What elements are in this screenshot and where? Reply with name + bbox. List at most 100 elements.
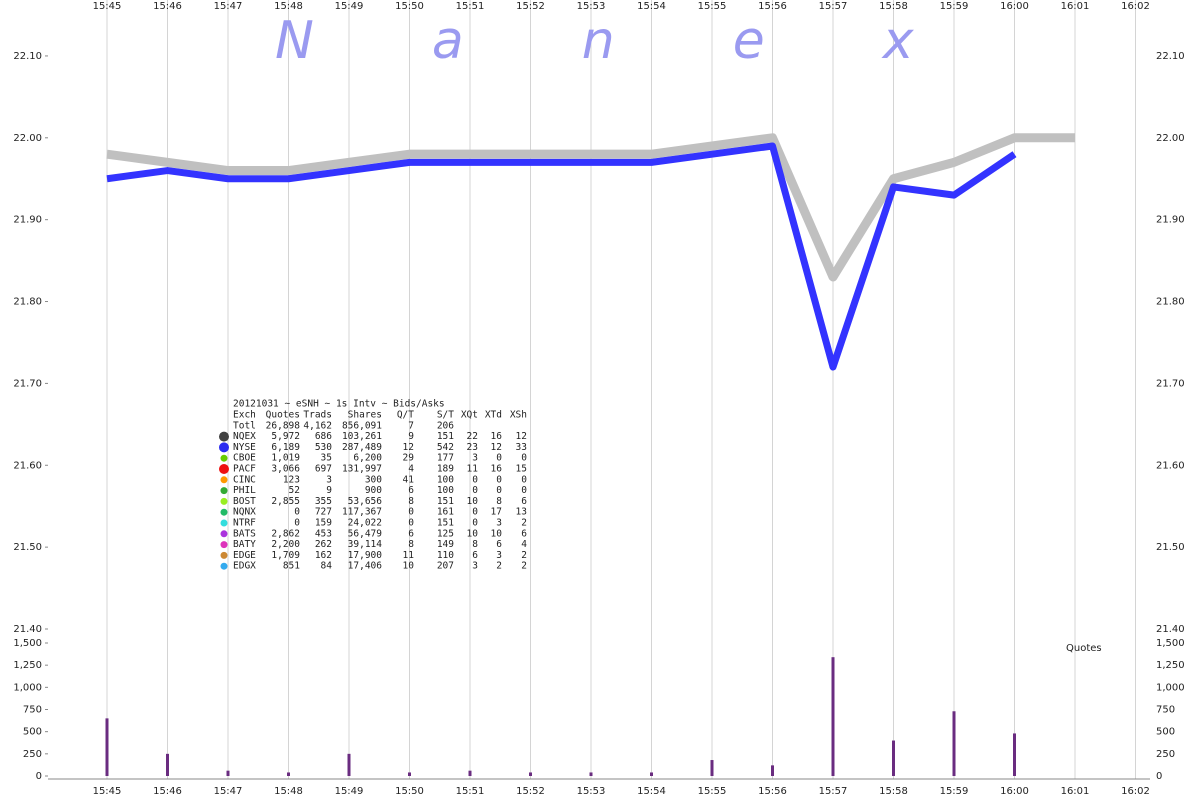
table-cell: BATS	[233, 528, 256, 539]
y-tick-label: 1,500	[1156, 638, 1185, 649]
volume-bar	[831, 657, 835, 776]
table-cell: 8	[408, 496, 414, 507]
table-cell: 0	[408, 518, 414, 529]
table-cell: 0	[496, 474, 502, 485]
x-tick-label: 16:02	[1121, 1, 1150, 12]
table-cell: 161	[437, 507, 454, 518]
y-tick-label: 0	[36, 771, 42, 782]
table-header: Trads	[303, 410, 332, 421]
x-tick-label: 15:54	[637, 786, 666, 797]
legend-marker	[219, 431, 229, 442]
x-tick-label: 16:01	[1061, 786, 1090, 797]
x-tick-label: 15:57	[819, 1, 848, 12]
table-cell: 6	[472, 550, 478, 561]
table-cell: 0	[521, 474, 527, 485]
legend-marker	[220, 519, 228, 527]
table-cell: 12	[403, 442, 414, 453]
table-cell: 2	[496, 561, 502, 572]
table-cell: 123	[283, 474, 300, 485]
table-cell: 900	[365, 485, 382, 496]
table-cell: 6,189	[271, 442, 300, 453]
table-cell: 15	[516, 464, 527, 475]
legend-marker	[220, 541, 228, 549]
y-tick-label: 1,250	[13, 660, 42, 671]
table-cell: 851	[283, 561, 300, 572]
table-cell: Totl	[233, 420, 256, 431]
table-cell: 0	[294, 518, 300, 529]
table-cell: 162	[315, 550, 332, 561]
table-cell: 22	[467, 431, 478, 442]
table-cell: EDGX	[233, 561, 256, 572]
legend-marker	[220, 476, 228, 484]
table-cell: 0	[408, 507, 414, 518]
x-tick-label: 15:49	[335, 786, 364, 797]
table-cell: 6,200	[353, 453, 382, 464]
x-tick-label: 15:56	[758, 786, 787, 797]
table-cell: 206	[437, 420, 454, 431]
table-cell: 52	[289, 485, 300, 496]
y-tick-label: 21.80	[13, 297, 42, 308]
legend-marker	[220, 497, 228, 505]
x-tick-label: 15:57	[819, 786, 848, 797]
table-cell: 100	[437, 474, 454, 485]
table-cell: 12	[491, 442, 502, 453]
y-tick-label: 21.80	[1156, 297, 1185, 308]
x-tick-label: 16:01	[1061, 1, 1090, 12]
table-cell: 3	[496, 550, 502, 561]
panel-title: Quotes	[1066, 643, 1102, 654]
volume-bar	[226, 770, 230, 776]
table-cell: 189	[437, 464, 454, 475]
table-cell: 149	[437, 539, 454, 550]
table-cell: 12	[516, 431, 527, 442]
table-cell: 39,114	[348, 539, 383, 550]
table-cell: 7	[408, 420, 414, 431]
table-cell: 177	[437, 453, 454, 464]
table-cell: NQEX	[233, 431, 256, 442]
table-cell: 53,656	[348, 496, 383, 507]
volume-bar	[408, 772, 411, 776]
table-cell: 542	[437, 442, 454, 453]
table-cell: 117,367	[342, 507, 382, 518]
table-header: Quotes	[266, 410, 300, 421]
x-tick-label: 15:49	[335, 1, 364, 12]
table-cell: 17,406	[348, 561, 383, 572]
price-line	[106, 142, 1017, 371]
x-tick-label: 15:48	[274, 1, 303, 12]
table-cell: 4	[408, 464, 414, 475]
table-cell: NQNX	[233, 507, 256, 518]
volume-bar	[166, 753, 169, 776]
table-cell: 9	[408, 431, 414, 442]
table-cell: 6	[496, 539, 502, 550]
table-cell: 11	[403, 550, 415, 561]
volume-bar	[710, 760, 714, 776]
volume-bar	[347, 753, 351, 776]
table-cell: 0	[496, 485, 502, 496]
table-cell: 697	[315, 464, 332, 475]
table-cell: 3	[472, 453, 478, 464]
volume-bar	[952, 711, 956, 776]
table-cell: 3	[496, 518, 502, 529]
table-header: XQt	[461, 410, 478, 421]
table-header: XSh	[510, 410, 527, 421]
price-line	[106, 133, 1075, 282]
table-cell: BATY	[233, 539, 256, 550]
legend-marker	[220, 551, 228, 559]
table-cell: 100	[437, 485, 454, 496]
table-cell: 0	[472, 507, 478, 518]
table-cell: 686	[315, 431, 332, 442]
table-cell: 2,200	[271, 539, 300, 550]
y-tick-label: 1,500	[13, 638, 42, 649]
table-cell: 8	[496, 496, 502, 507]
table-cell: 10	[467, 496, 479, 507]
x-tick-label: 15:52	[516, 1, 545, 12]
volume-bar	[771, 765, 774, 776]
table-cell: PACF	[233, 464, 256, 475]
y-tick-label: 21.40	[13, 624, 42, 635]
x-tick-label: 15:51	[456, 786, 485, 797]
x-tick-label: 16:02	[1121, 786, 1150, 797]
table-cell: 4,162	[303, 420, 332, 431]
x-tick-label: 15:59	[940, 1, 969, 12]
table-cell: 530	[315, 442, 332, 453]
watermark: Nanex	[275, 11, 1032, 71]
